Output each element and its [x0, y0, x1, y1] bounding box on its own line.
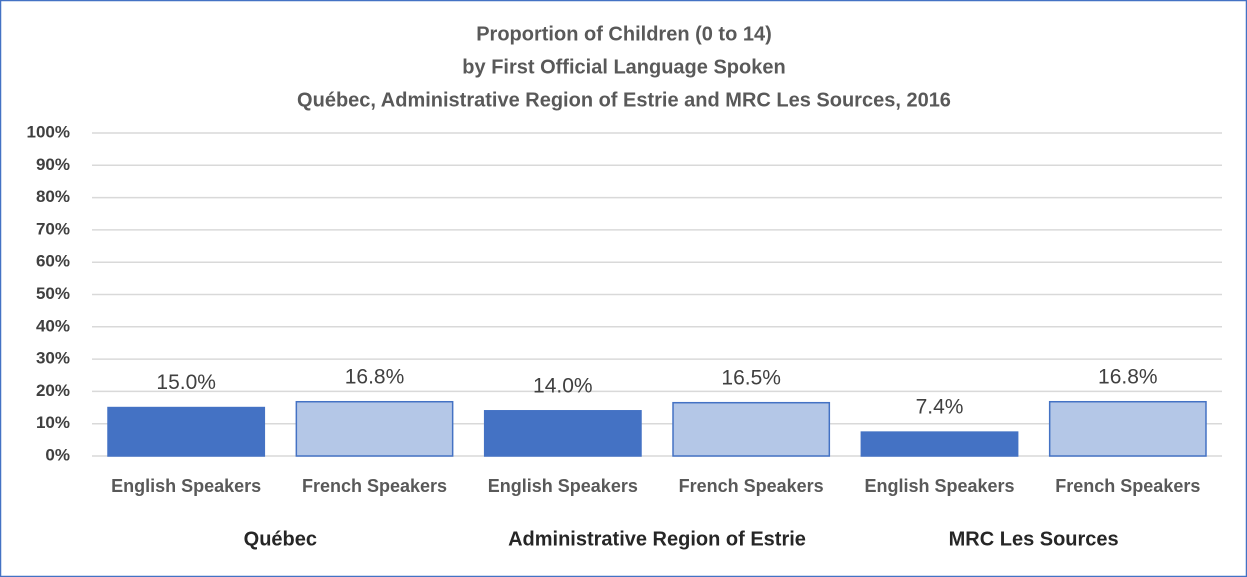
x-tick-label: English Speakers: [111, 476, 261, 496]
value-label: 15.0%: [156, 371, 216, 394]
bar: [1048, 400, 1207, 457]
value-label: 7.4%: [916, 396, 964, 419]
y-tick-label: 80%: [36, 187, 70, 206]
x-tick-label: English Speakers: [864, 476, 1014, 496]
value-label: 16.8%: [1098, 365, 1158, 388]
y-tick-label: 0%: [45, 445, 70, 464]
chart-title: by First Official Language Spoken: [462, 56, 785, 78]
y-tick-label: 70%: [36, 219, 70, 238]
group-label: Québec: [244, 528, 317, 550]
value-label: 14.0%: [533, 374, 593, 397]
y-tick-label: 90%: [36, 155, 70, 174]
y-tick-label: 60%: [36, 252, 70, 271]
y-tick-label: 40%: [36, 316, 70, 335]
x-tick-label: French Speakers: [1055, 476, 1200, 496]
value-label: 16.8%: [345, 365, 405, 388]
y-tick-label: 30%: [36, 349, 70, 368]
bar: [672, 401, 831, 457]
y-tick-label: 100%: [27, 122, 70, 141]
group-label: Administrative Region of Estrie: [508, 528, 806, 550]
x-tick-label: English Speakers: [488, 476, 638, 496]
bar: [860, 431, 1019, 457]
y-tick-label: 50%: [36, 284, 70, 303]
y-tick-label: 20%: [36, 381, 70, 400]
bar: [107, 406, 266, 457]
x-tick-label: French Speakers: [679, 476, 824, 496]
value-label: 16.5%: [721, 366, 781, 389]
bar: [295, 400, 454, 457]
chart-title: Québec, Administrative Region of Estrie …: [297, 89, 951, 111]
group-label: MRC Les Sources: [949, 528, 1119, 550]
chart-title: Proportion of Children (0 to 14): [476, 23, 772, 45]
bar: [483, 410, 642, 457]
x-tick-label: French Speakers: [302, 476, 447, 496]
y-tick-label: 10%: [36, 413, 70, 432]
